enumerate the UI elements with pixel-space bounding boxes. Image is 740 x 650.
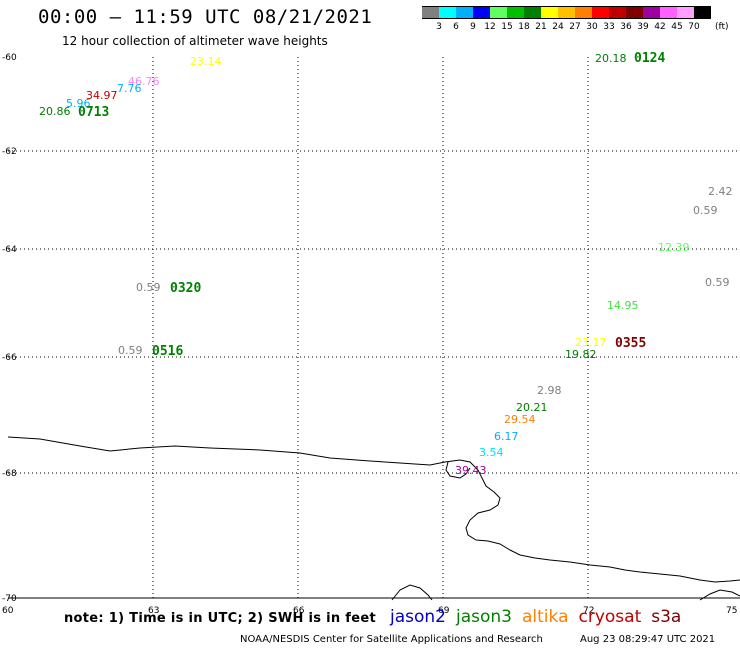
legend-tick-label: 24 bbox=[552, 22, 564, 32]
pass-time-label: 0320 bbox=[170, 281, 201, 296]
legend-tick-label: 45 bbox=[671, 22, 683, 32]
y-tick-label: -62 bbox=[2, 147, 17, 157]
legend-tick-label: 21 bbox=[535, 22, 547, 32]
legend-swatch bbox=[541, 6, 558, 19]
wave-height-label: 7.76 bbox=[117, 82, 142, 95]
legend-tick-label: 18 bbox=[518, 22, 530, 32]
legend-swatch bbox=[439, 6, 456, 19]
y-tick-label: -70 bbox=[2, 594, 17, 604]
legend-swatch bbox=[473, 6, 490, 19]
pass-time-label: 0516 bbox=[152, 344, 183, 359]
y-tick-label: -66 bbox=[2, 353, 17, 363]
legend-swatch bbox=[558, 6, 575, 19]
legend-tick-label: 70 bbox=[688, 22, 700, 32]
legend-swatch bbox=[422, 6, 439, 19]
legend-swatch bbox=[609, 6, 626, 19]
pass-time-label: 0355 bbox=[615, 336, 646, 351]
legend-swatch bbox=[524, 6, 541, 19]
x-tick-label: 60 bbox=[2, 606, 14, 616]
wave-height-label: 12.39 bbox=[658, 241, 690, 254]
legend-swatch bbox=[592, 6, 609, 19]
map-title: 00:00 – 11:59 UTC 08/21/2021 bbox=[38, 6, 373, 28]
map-subtitle: 12 hour collection of altimeter wave hei… bbox=[62, 34, 328, 48]
pass-time-label: 0713 bbox=[78, 105, 109, 120]
satellite-legend: jason2 jason3 altika cryosat s3a bbox=[390, 607, 691, 627]
wave-height-label: 0.59 bbox=[693, 204, 718, 217]
coastline-lower bbox=[391, 584, 433, 601]
wave-height-label: 0.59 bbox=[136, 281, 161, 294]
y-tick-label: -60 bbox=[2, 53, 17, 63]
legend-tick-label: 39 bbox=[637, 22, 649, 32]
coastline-east bbox=[699, 589, 740, 601]
legend-tick-label: 3 bbox=[436, 22, 442, 32]
satellite-name: s3a bbox=[651, 607, 682, 627]
wave-height-label: 2.42 bbox=[708, 185, 733, 198]
legend-tick-label: 42 bbox=[654, 22, 666, 32]
color-legend-bar bbox=[422, 6, 711, 19]
wave-height-label: 34.97 bbox=[86, 89, 118, 102]
pass-time-label: 0124 bbox=[634, 51, 665, 66]
wave-height-label: 19.82 bbox=[565, 348, 597, 361]
wave-height-label: 46.76 bbox=[128, 75, 160, 88]
wave-height-label: 2.98 bbox=[537, 384, 562, 397]
legend-swatch bbox=[507, 6, 524, 19]
antarctic-coastline bbox=[7, 436, 740, 601]
y-tick-label: -64 bbox=[2, 245, 17, 255]
wave-height-label: 29.54 bbox=[504, 413, 536, 426]
coastline-inlet bbox=[445, 461, 471, 479]
coastline-main bbox=[7, 436, 740, 583]
legend-swatch bbox=[575, 6, 592, 19]
legend-swatch bbox=[660, 6, 677, 19]
wave-height-label: 23.14 bbox=[190, 55, 222, 68]
satellite-name: altika bbox=[522, 607, 569, 627]
wave-height-label: 20.21 bbox=[516, 401, 548, 414]
x-tick-label: 66 bbox=[293, 606, 305, 616]
satellite-name: jason2 bbox=[390, 607, 446, 627]
satellite-name: cryosat bbox=[578, 607, 642, 627]
timestamp-text: Aug 23 08:29:47 UTC 2021 bbox=[580, 634, 716, 645]
legend-swatch bbox=[677, 6, 694, 19]
wave-height-label: 39.43 bbox=[455, 464, 487, 477]
legend-tick-label: 27 bbox=[569, 22, 581, 32]
x-tick-label: 72 bbox=[583, 606, 594, 616]
wave-height-label: 20.18 bbox=[595, 52, 627, 65]
legend-unit: (ft) bbox=[715, 22, 729, 32]
color-legend-ticks: 3 6 9 12 15 18 21 24 27 30 33 36 39 42 45 70 bbox=[422, 22, 740, 34]
legend-tick-label: 9 bbox=[470, 22, 476, 32]
satellite-name: jason3 bbox=[456, 607, 512, 627]
wave-height-label: 6.17 bbox=[494, 430, 519, 443]
wave-height-label: 20.86 bbox=[39, 105, 71, 118]
legend-tick-label: 36 bbox=[620, 22, 632, 32]
legend-swatch bbox=[490, 6, 507, 19]
x-tick-label: 69 bbox=[438, 606, 450, 616]
wave-height-label: 23.17 bbox=[575, 336, 607, 349]
pass-time-labels: 0124 0713 0320 0516 0355 bbox=[78, 51, 665, 359]
x-tick-label: 63 bbox=[148, 606, 159, 616]
wave-height-label: 0.59 bbox=[705, 276, 730, 289]
wave-height-label: 14.95 bbox=[607, 299, 639, 312]
x-tick-label: 75 bbox=[726, 606, 737, 616]
legend-swatch bbox=[626, 6, 643, 19]
legend-swatch bbox=[643, 6, 660, 19]
legend-tick-label: 30 bbox=[586, 22, 598, 32]
legend-tick-label: 6 bbox=[453, 22, 459, 32]
wave-height-label: 3.54 bbox=[479, 446, 504, 459]
map-note: note: 1) Time is in UTC; 2) SWH is in fe… bbox=[64, 611, 376, 626]
axis-ticks: 60 63 66 69 72 75 -60 -62 -64 -66 -68 -70 bbox=[2, 53, 737, 616]
legend-swatch bbox=[694, 6, 711, 19]
legend-tick-label: 12 bbox=[484, 22, 496, 32]
wave-height-label: 0.59 bbox=[118, 344, 143, 357]
map-grid bbox=[8, 57, 740, 599]
legend-swatch bbox=[456, 6, 473, 19]
legend-tick-label: 15 bbox=[501, 22, 513, 32]
wave-height-label: 5.96 bbox=[66, 97, 91, 110]
y-tick-label: -68 bbox=[2, 469, 17, 479]
legend-tick-label: 33 bbox=[603, 22, 615, 32]
credit-text: NOAA/NESDIS Center for Satellite Applica… bbox=[240, 634, 543, 645]
